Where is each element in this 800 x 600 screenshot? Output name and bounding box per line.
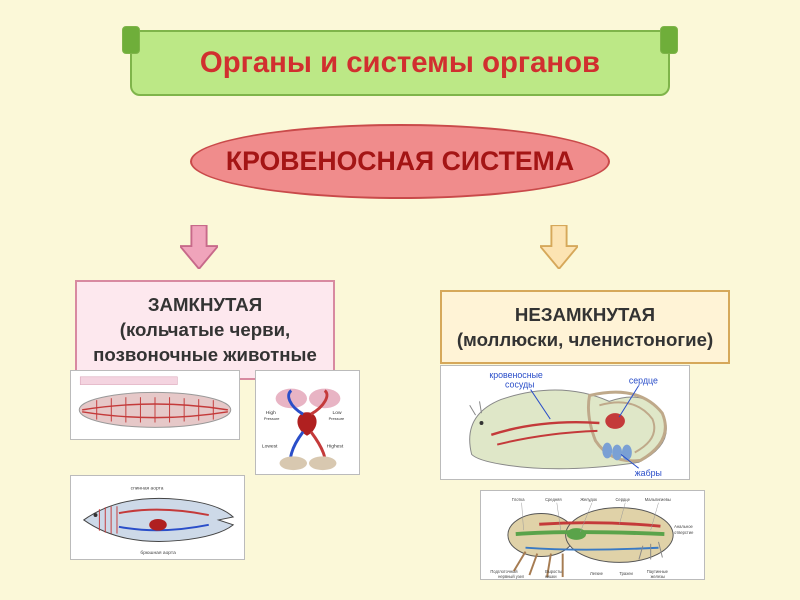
branch-left-line2: (кольчатые черви, bbox=[91, 317, 319, 342]
svg-text:сердце: сердце bbox=[629, 376, 658, 386]
svg-text:Желудок: Желудок bbox=[580, 497, 597, 502]
branch-right: НЕЗАМКНУТАЯ (моллюски, членистоногие) bbox=[440, 290, 730, 364]
branch-right-line1: НЕЗАМКНУТАЯ bbox=[456, 302, 714, 327]
branch-left-line3: позвоночные животные bbox=[91, 342, 319, 367]
svg-text:брюшная аорта: брюшная аорта bbox=[140, 550, 176, 556]
thumb-human-circulation: High Low Lowest Highest Pressure Pressur… bbox=[255, 370, 360, 475]
svg-text:кишки: кишки bbox=[545, 574, 556, 579]
slide: Органы и системы органов КРОВЕНОСНАЯ СИС… bbox=[0, 0, 800, 600]
branch-left: ЗАМКНУТАЯ (кольчатые черви, позвоночные … bbox=[75, 280, 335, 380]
main-oval: КРОВЕНОСНАЯ СИСТЕМА bbox=[190, 124, 610, 199]
thumb-arthropod-anatomy: ГлоткаСредняя ЖелудокСердце Мальпигиевы … bbox=[480, 490, 705, 580]
svg-text:Lowest: Lowest bbox=[262, 444, 278, 450]
svg-text:сосуды: сосуды bbox=[505, 380, 534, 390]
thumb-mollusc-circulation: кровеносные сосуды сердце жабры bbox=[440, 365, 690, 480]
thumb-fish-circulation: спинная аорта брюшная аорта bbox=[70, 475, 245, 560]
svg-text:Трахеи: Трахеи bbox=[619, 571, 632, 576]
scroll-cap-left bbox=[122, 26, 140, 54]
svg-text:жабры: жабры bbox=[635, 468, 662, 478]
arrow-left bbox=[180, 225, 218, 269]
svg-text:Анальное: Анальное bbox=[674, 524, 693, 529]
title-text: Органы и системы органов bbox=[200, 46, 600, 79]
main-oval-text: КРОВЕНОСНАЯ СИСТЕМА bbox=[226, 146, 574, 176]
svg-text:Сердце: Сердце bbox=[615, 497, 630, 502]
svg-text:Pressure: Pressure bbox=[329, 416, 345, 421]
svg-text:Мальпигиевы: Мальпигиевы bbox=[645, 497, 671, 502]
svg-text:спинная аорта: спинная аорта bbox=[131, 487, 164, 492]
thumb-worm-circulation bbox=[70, 370, 240, 440]
svg-text:Highest: Highest bbox=[327, 444, 344, 450]
title-banner: Органы и системы органов bbox=[130, 30, 670, 96]
svg-text:отверстие: отверстие bbox=[674, 530, 694, 535]
svg-text:Средняя: Средняя bbox=[545, 497, 562, 502]
svg-text:кровеносные: кровеносные bbox=[489, 370, 543, 380]
branch-left-line1: ЗАМКНУТАЯ bbox=[91, 292, 319, 317]
svg-text:Глотка: Глотка bbox=[512, 497, 525, 502]
svg-text:Легкие: Легкие bbox=[590, 571, 604, 576]
arrow-right bbox=[540, 225, 578, 269]
svg-text:Pressure: Pressure bbox=[264, 416, 280, 421]
svg-text:железы: железы bbox=[651, 574, 665, 579]
svg-text:нервный узел: нервный узел bbox=[498, 574, 525, 579]
scroll-cap-right bbox=[660, 26, 678, 54]
branch-right-line2: (моллюски, членистоногие) bbox=[456, 327, 714, 352]
